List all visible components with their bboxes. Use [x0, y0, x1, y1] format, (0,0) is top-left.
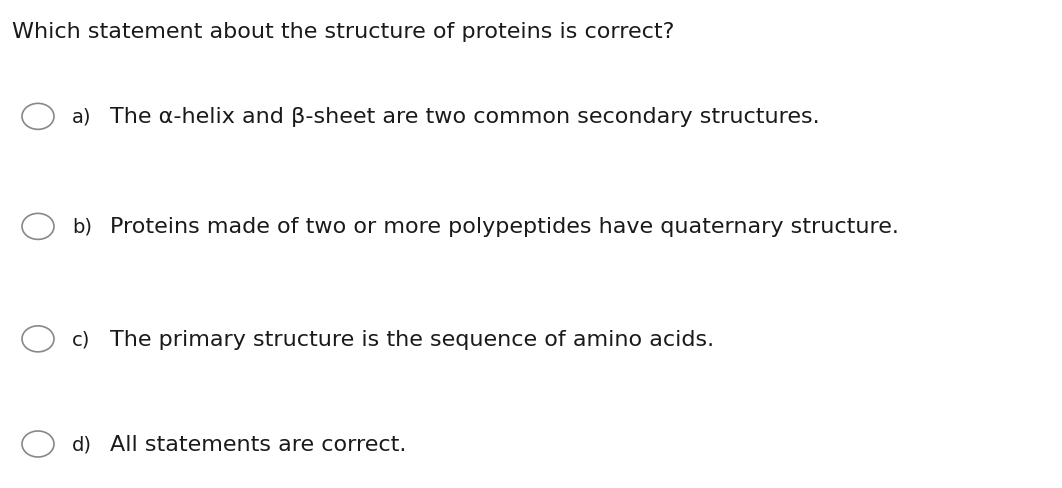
Text: a): a)	[72, 108, 91, 126]
Text: b): b)	[72, 218, 92, 236]
Text: d): d)	[72, 435, 92, 453]
Text: c): c)	[72, 330, 90, 348]
Text: All statements are correct.: All statements are correct.	[110, 434, 407, 454]
Text: Which statement about the structure of proteins is correct?: Which statement about the structure of p…	[12, 22, 674, 42]
Text: Proteins made of two or more polypeptides have quaternary structure.: Proteins made of two or more polypeptide…	[110, 217, 898, 237]
Text: The α-helix and β-sheet are two common secondary structures.: The α-helix and β-sheet are two common s…	[110, 107, 820, 127]
Text: The primary structure is the sequence of amino acids.: The primary structure is the sequence of…	[110, 329, 714, 349]
